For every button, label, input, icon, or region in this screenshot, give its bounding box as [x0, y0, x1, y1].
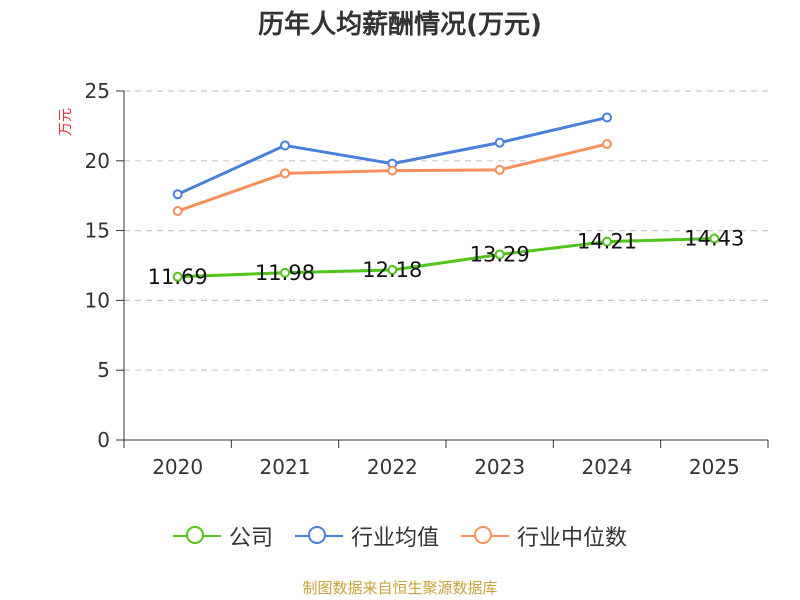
x-tick-label: 2023	[474, 455, 525, 479]
source-footer: 制图数据来自恒生聚源数据库	[302, 579, 498, 597]
chart-title: 历年人均薪酬情况(万元)	[258, 10, 542, 40]
y-tick-label: 20	[85, 149, 110, 173]
x-tick-label: 2025	[689, 455, 740, 479]
y-tick-label: 25	[85, 79, 110, 103]
legend-circle	[185, 526, 204, 544]
data-point	[172, 271, 183, 282]
x-tick-label: 2022	[367, 455, 418, 479]
data-label: 14.21	[577, 230, 637, 254]
data-point	[280, 168, 290, 179]
legend-marker-icon	[461, 526, 509, 546]
data-point	[280, 267, 290, 278]
data-point	[494, 137, 505, 148]
data-label: 13.29	[470, 242, 530, 266]
y-tick-label: 15	[85, 219, 110, 243]
series-line	[177, 116, 608, 196]
legend-label: 行业均值	[350, 526, 439, 551]
data-point	[387, 165, 398, 176]
legend: 公司 行业均值 行业中位数	[0, 520, 800, 552]
x-tick-label: 2021	[260, 455, 311, 479]
x-tick-label: 2024	[582, 455, 633, 479]
data-label: 12.18	[362, 258, 422, 282]
data-point	[494, 164, 505, 175]
y-tick-label: 10	[85, 288, 110, 312]
y-axis-label: 万元	[58, 108, 74, 136]
series-lines	[172, 112, 720, 282]
data-point	[387, 264, 398, 275]
data-point	[709, 233, 720, 244]
x-tick-label: 2020	[152, 455, 203, 479]
series-line	[177, 237, 715, 279]
data-point	[280, 140, 290, 151]
data-point	[494, 249, 505, 260]
legend-label: 行业中位数	[517, 526, 628, 551]
legend-label: 公司	[228, 526, 273, 551]
data-point	[172, 206, 183, 217]
data-label: 11.69	[148, 265, 208, 289]
data-labels: 11.69 11.98 12.18 13.29 14.21 14.43	[148, 227, 745, 289]
legend-item[interactable]: 公司	[172, 520, 273, 552]
y-tick-label: 5	[97, 358, 110, 382]
legend-item[interactable]: 行业中位数	[461, 520, 627, 552]
data-label: 11.98	[255, 261, 315, 285]
data-point	[172, 189, 183, 200]
series-line	[177, 142, 608, 213]
data-label: 14.43	[684, 227, 744, 251]
y-tick-label: 0	[97, 428, 110, 452]
legend-marker-icon	[172, 526, 221, 546]
legend-marker-icon	[294, 526, 343, 546]
legend-circle	[307, 526, 326, 544]
data-point	[602, 112, 612, 123]
legend-circle	[474, 526, 492, 544]
data-point	[602, 236, 612, 247]
legend-item[interactable]: 行业均值	[294, 520, 439, 552]
grid-lines	[124, 90, 768, 371]
data-point	[602, 139, 612, 150]
